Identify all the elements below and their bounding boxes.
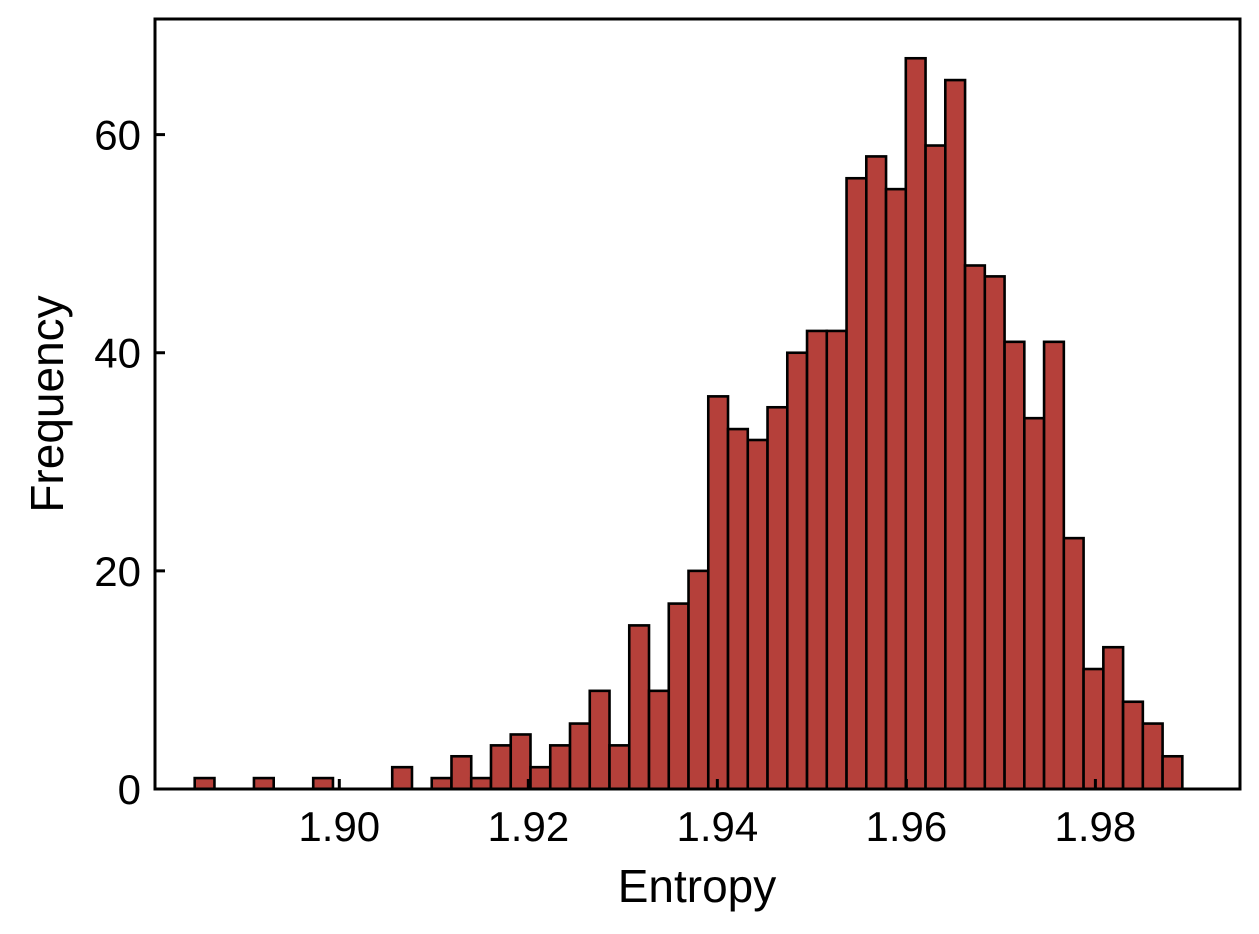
histogram-bar: [1023, 416, 1046, 791]
histogram-bar: [1003, 340, 1026, 791]
histogram-bar: [864, 155, 888, 791]
histogram-bar: [588, 689, 611, 791]
x-axis-ticks: 1.90 1.92 1.94 1.96 1.98: [298, 779, 1136, 850]
histogram-bar: [726, 427, 750, 791]
histogram-bar: [568, 722, 592, 791]
histogram-bar: [627, 624, 651, 791]
y-tick-label: 40: [94, 330, 141, 377]
histogram-bar: [687, 569, 710, 791]
y-tick-label: 20: [94, 548, 141, 595]
histogram-bar: [469, 776, 493, 791]
y-tick-label: 0: [118, 766, 141, 813]
histogram-bars: [193, 56, 1184, 791]
histogram-bar: [746, 438, 769, 791]
histogram-bar: [1062, 536, 1085, 791]
x-tick-label: 1.94: [676, 803, 758, 850]
histogram-bar: [1082, 667, 1105, 791]
histogram-bar: [311, 776, 335, 791]
histogram-bar: [450, 754, 473, 791]
histogram-bar: [805, 329, 829, 791]
histogram-bar: [1161, 754, 1184, 791]
histogram-bar: [647, 689, 671, 791]
x-tick-label: 1.92: [487, 803, 569, 850]
histogram-bar: [785, 351, 809, 791]
histogram-bar: [904, 56, 927, 791]
plot-frame: [153, 17, 1242, 791]
histogram-bar: [608, 744, 631, 791]
x-axis-label: Entropy: [618, 860, 777, 912]
y-axis-ticks: 0 20 40 60: [94, 112, 165, 813]
histogram-bar: [1141, 722, 1164, 791]
histogram-bar: [1102, 645, 1125, 791]
histogram-bar: [252, 776, 275, 791]
histogram-bar: [667, 602, 690, 791]
x-tick-label: 1.90: [298, 803, 380, 850]
histogram-bar: [1042, 340, 1066, 791]
histogram-bar: [430, 776, 453, 791]
histogram-bar: [529, 765, 552, 791]
histogram-bar: [944, 78, 967, 791]
y-tick-label: 60: [94, 112, 141, 159]
histogram-bar: [845, 176, 868, 791]
histogram-bar: [924, 144, 947, 791]
histogram-bar: [193, 776, 216, 791]
y-axis-label: Frequency: [21, 295, 73, 512]
histogram-bar: [1121, 700, 1145, 791]
histogram-bar: [548, 744, 572, 791]
histogram-bar: [489, 744, 513, 791]
histogram-bar: [766, 405, 789, 791]
x-tick-label: 1.96: [865, 803, 947, 850]
histogram-bar: [390, 765, 414, 791]
histogram-bar: [963, 264, 987, 791]
histogram-bar: [706, 395, 730, 791]
histogram-bar: [884, 187, 908, 791]
histogram-bar: [983, 275, 1006, 791]
x-tick-label: 1.98: [1055, 803, 1137, 850]
histogram-bar: [825, 329, 848, 791]
